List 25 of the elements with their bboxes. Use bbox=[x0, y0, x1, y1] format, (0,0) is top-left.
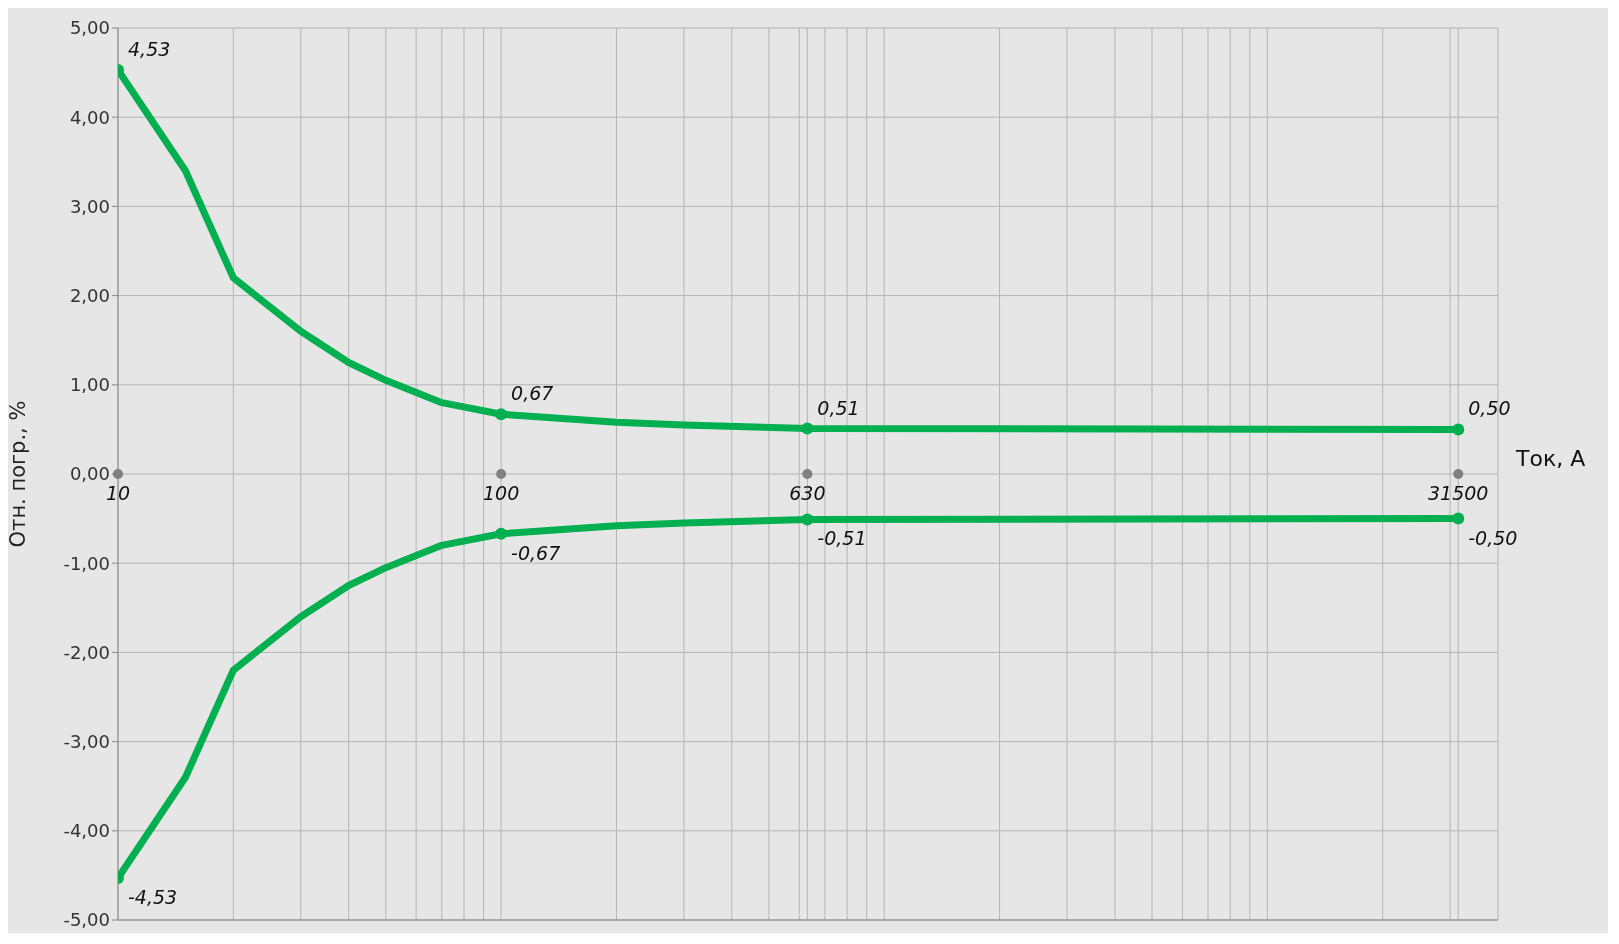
data-label: 0,67 bbox=[511, 382, 554, 405]
y-tick-label: -4,00 bbox=[63, 820, 110, 842]
y-tick-label: 4,00 bbox=[69, 106, 110, 128]
data-label: 0,51 bbox=[817, 396, 860, 419]
y-tick-label: 1,00 bbox=[69, 374, 110, 396]
data-label: 4,53 bbox=[128, 37, 171, 60]
data-label: -4,53 bbox=[128, 886, 178, 909]
data-label: 0,50 bbox=[1468, 397, 1511, 420]
y-tick-label: -5,00 bbox=[63, 909, 110, 931]
x-tick-label: 31500 bbox=[1428, 482, 1489, 504]
x-tick-label: 630 bbox=[789, 482, 826, 504]
x-axis-title: Ток, А bbox=[1516, 446, 1586, 471]
y-tick-label: -1,00 bbox=[63, 552, 110, 574]
y-axis-title: Отн. погр., % bbox=[6, 400, 31, 548]
data-label: -0,67 bbox=[511, 541, 561, 564]
x-tick-label: 10 bbox=[105, 482, 131, 504]
y-tick-label: 3,00 bbox=[69, 195, 110, 217]
y-tick-label: 0,00 bbox=[69, 463, 110, 485]
y-tick-label: 2,00 bbox=[69, 284, 110, 306]
data-label: -0,50 bbox=[1468, 526, 1518, 549]
y-tick-label: 5,00 bbox=[69, 17, 110, 39]
y-tick-label: -2,00 bbox=[63, 641, 110, 663]
data-label: -0,51 bbox=[817, 527, 867, 550]
x-tick-label: 100 bbox=[482, 482, 520, 504]
y-tick-label: -3,00 bbox=[63, 730, 110, 752]
